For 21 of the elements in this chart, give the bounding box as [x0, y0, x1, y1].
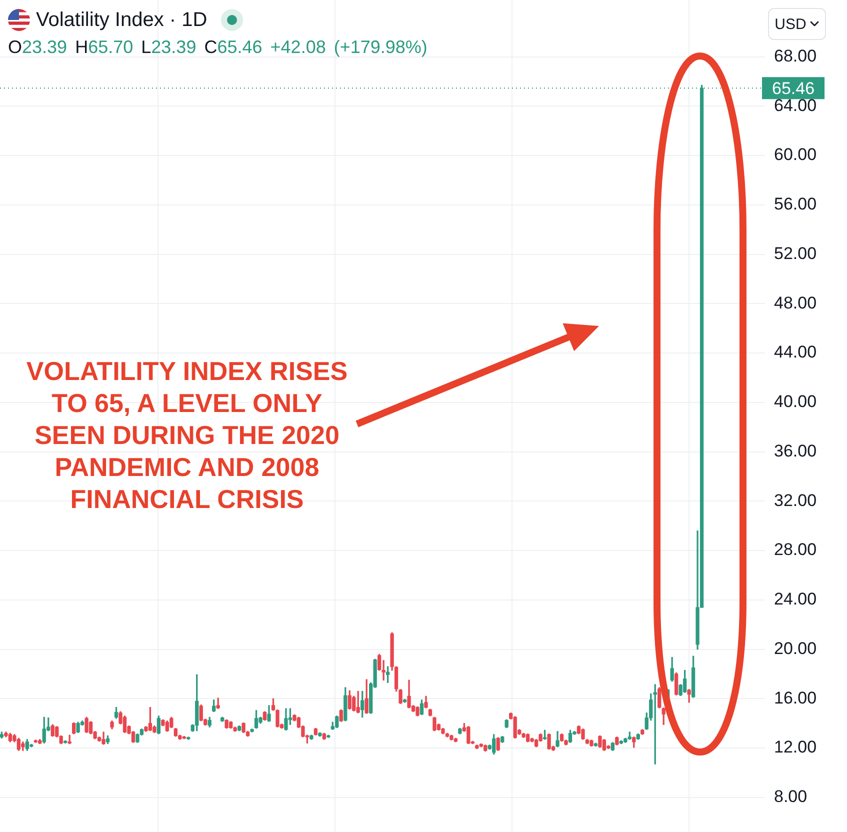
- y-tick-label: 44.00: [774, 342, 817, 362]
- y-tick-label: 48.00: [774, 293, 817, 312]
- y-tick-label: 68.00: [774, 46, 817, 66]
- dropdown-button: USD: [768, 8, 826, 40]
- y-tick-label: 8.00: [774, 787, 808, 806]
- y-tick-label: 12.00: [774, 738, 817, 757]
- y-tick-label: 28.00: [774, 540, 817, 560]
- y-tick-label: 52.00: [774, 244, 817, 263]
- y-tick-label: 40.00: [774, 392, 817, 412]
- text: O23.39 H65.70 L23.39 C65.46 +42.08 (+179.98%): [8, 37, 428, 57]
- y-tick-label: 16.00: [774, 688, 817, 708]
- y-tick-label: 32.00: [774, 490, 817, 510]
- y-tick-label: 60.00: [774, 145, 817, 164]
- chart-title: Volatility Index · 1D: [36, 8, 208, 32]
- ref-line-label: 65.46: [772, 78, 815, 98]
- y-tick-label: 64.00: [774, 96, 817, 115]
- y-tick-label: 36.00: [774, 441, 817, 460]
- y-tick-label: 24.00: [774, 590, 817, 609]
- annotation: VOLATILITY INDEX RISES TO 65, A LEVEL ONLY SEEN DURING THE 2020 PANDEMIC AND 2008 FINANCIAL CRISIS: [25, 355, 349, 515]
- y-tick-label: 56.00: [774, 194, 817, 214]
- y-tick-label: 20.00: [774, 638, 817, 658]
